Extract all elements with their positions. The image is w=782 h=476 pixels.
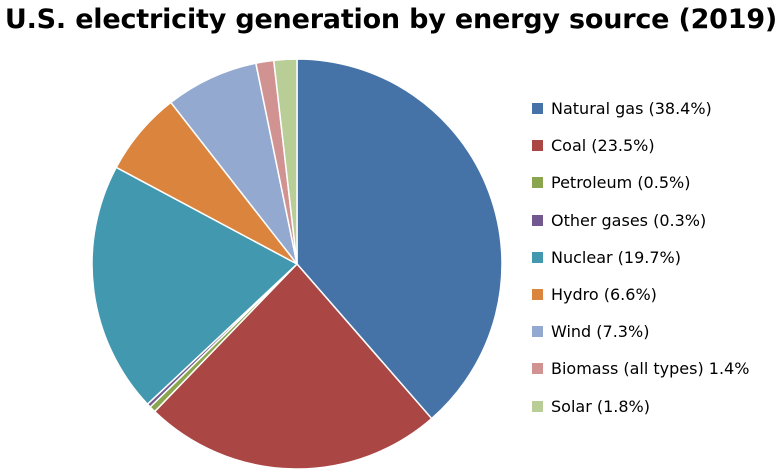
legend-swatch xyxy=(532,214,543,226)
legend-item: Other gases (0.3%) xyxy=(532,202,749,239)
pie-slice-1 xyxy=(153,263,433,470)
legend-item: Nuclear (19.7%) xyxy=(532,239,749,276)
legend-swatch xyxy=(532,103,543,115)
legend-swatch xyxy=(532,177,543,189)
legend: Natural gas (38.4%) Coal (23.5%) Petroleum… xyxy=(532,90,749,425)
legend-swatch xyxy=(532,251,543,263)
legend-label: Coal (23.5%) xyxy=(551,136,655,156)
legend-swatch xyxy=(532,326,543,338)
legend-label: Natural gas (38.4%) xyxy=(551,99,712,119)
legend-item: Coal (23.5%) xyxy=(532,127,749,164)
pie-slice-4 xyxy=(91,166,298,405)
legend-item: Biomass (all types) 1.4% xyxy=(532,350,749,387)
legend-item: Natural gas (38.4%) xyxy=(532,90,749,127)
legend-item: Solar (1.8%) xyxy=(532,388,749,425)
legend-item: Wind (7.3%) xyxy=(532,313,749,350)
pie-slice-0 xyxy=(296,58,503,420)
legend-label: Wind (7.3%) xyxy=(551,322,650,342)
legend-swatch xyxy=(532,140,543,152)
legend-label: Solar (1.8%) xyxy=(551,396,650,416)
legend-swatch xyxy=(532,289,543,301)
legend-label: Hydro (6.6%) xyxy=(551,285,657,305)
legend-label: Petroleum (0.5%) xyxy=(551,173,691,193)
legend-label: Nuclear (19.7%) xyxy=(551,247,681,267)
legend-label: Other gases (0.3%) xyxy=(551,210,707,230)
legend-item: Petroleum (0.5%) xyxy=(532,164,749,201)
legend-swatch xyxy=(532,363,543,375)
chart-title: U.S. electricity generation by energy so… xyxy=(4,4,778,35)
legend-label: Biomass (all types) 1.4% xyxy=(551,359,750,379)
pie-slice-8 xyxy=(273,58,298,265)
legend-item: Hydro (6.6%) xyxy=(532,276,749,313)
legend-swatch xyxy=(532,400,543,412)
